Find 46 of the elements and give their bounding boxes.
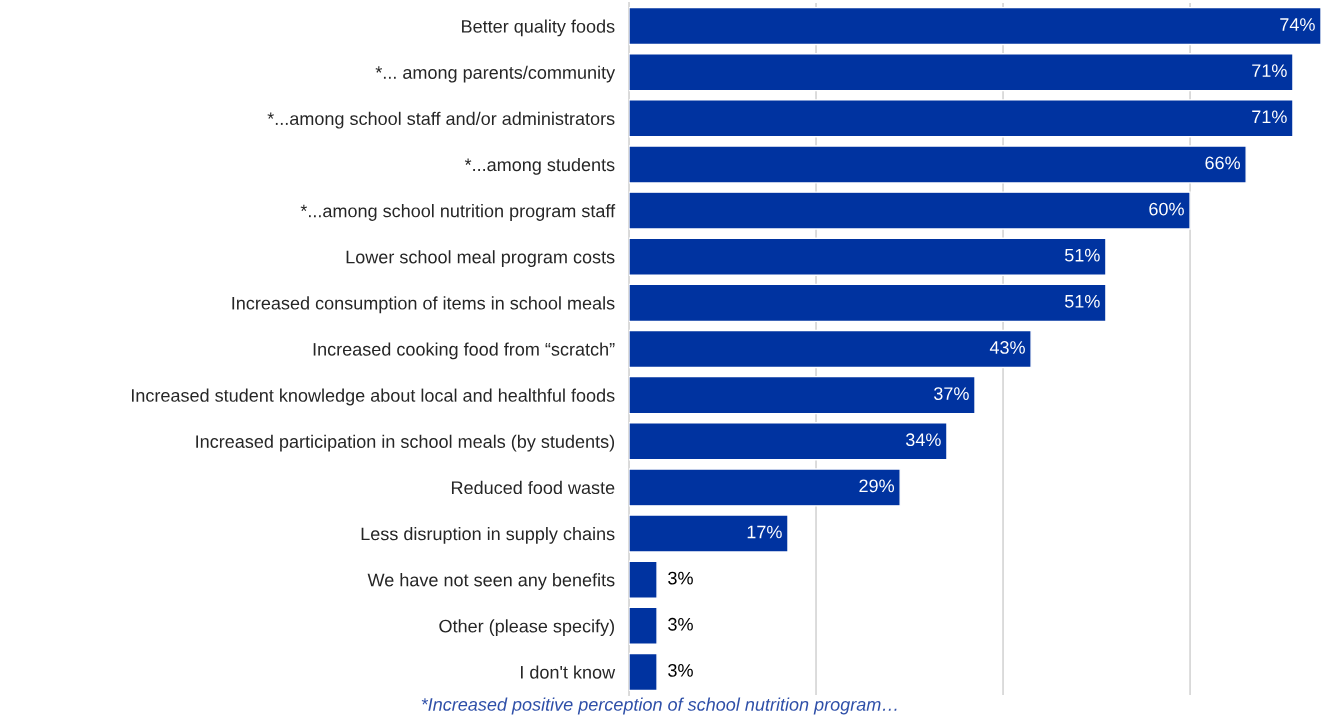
y-tick-label: Increased cooking food from “scratch” — [313, 342, 615, 360]
y-tick-label: Increased consumption of items in school meals — [232, 296, 615, 314]
bar — [629, 606, 658, 645]
y-tick-label: Increased participation in school meals (by students) — [196, 434, 615, 452]
data-label: 71% — [1252, 110, 1287, 124]
data-label: 37% — [934, 387, 969, 400]
bar — [629, 652, 658, 692]
y-tick-label: *...among students — [464, 157, 615, 175]
bar — [629, 6, 1321, 46]
data-label: 66% — [1205, 156, 1241, 170]
data-label: 51% — [1064, 295, 1100, 308]
bar — [629, 191, 1191, 230]
bar — [629, 375, 976, 415]
y-tick-label: Reduced food waste — [451, 480, 615, 495]
y-tick-label: I don't know — [521, 665, 616, 679]
y-tick-label: Less disruption in supply chains — [361, 526, 615, 544]
bar — [629, 53, 1294, 92]
bar — [629, 99, 1294, 138]
bar — [629, 560, 658, 599]
bar — [629, 329, 1032, 369]
y-tick-label: Better quality foods — [462, 19, 615, 37]
data-label: 17% — [747, 525, 782, 539]
y-tick-label: Other (please specify) — [439, 619, 614, 637]
data-label: 74% — [1280, 18, 1315, 31]
bar — [629, 514, 789, 553]
y-tick-label: *...among school staff and/or administrators — [267, 111, 615, 129]
data-label: 71% — [1252, 64, 1287, 77]
data-label: 60% — [1149, 202, 1184, 216]
data-label: 43% — [989, 341, 1025, 354]
data-label: 29% — [859, 479, 895, 493]
data-label: 3% — [668, 571, 693, 585]
data-label: 34% — [905, 433, 941, 447]
data-label: 51% — [1064, 248, 1100, 262]
data-label: 3% — [668, 617, 693, 631]
bar — [629, 237, 1107, 276]
y-tick-label: Lower school meal program costs — [346, 250, 615, 268]
bar — [629, 283, 1107, 323]
y-tick-label: We have not seen any benefits — [367, 573, 615, 590]
bar — [629, 468, 901, 507]
text: *Increased positive perception of school nutrition program… — [421, 697, 897, 715]
y-tick-label: *...among school nutrition program staff — [300, 204, 616, 221]
data-label: 3% — [668, 663, 693, 677]
bar — [629, 422, 948, 461]
y-tick-label: Increased student knowledge about local and healthful foods — [131, 388, 615, 406]
bar — [629, 145, 1247, 184]
y-tick-label: *... among parents/community — [375, 65, 616, 83]
